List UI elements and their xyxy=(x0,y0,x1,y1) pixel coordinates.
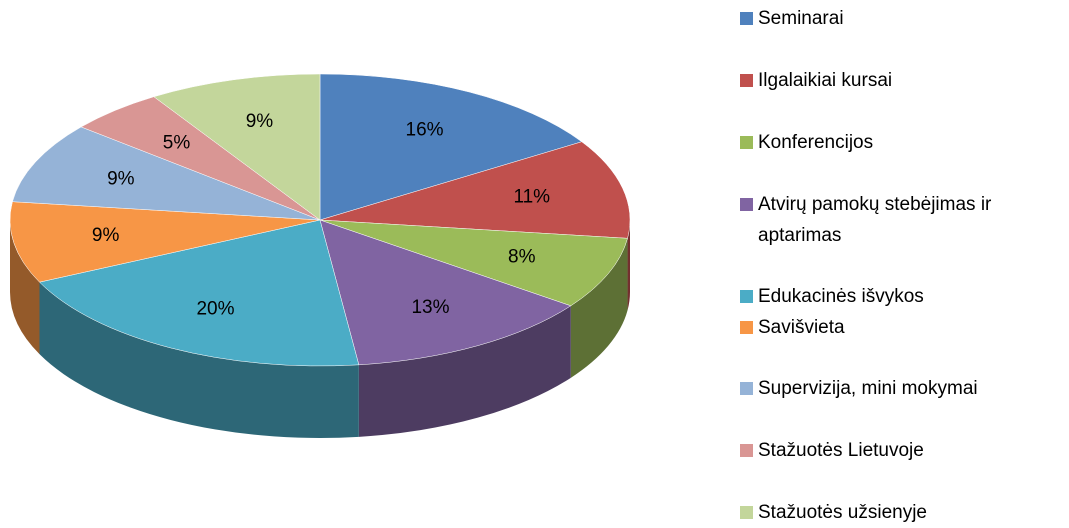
legend-label: Atvirų pamokų stebėjimas ir aptarimas xyxy=(758,194,992,246)
legend-swatch xyxy=(740,321,753,334)
legend-swatch xyxy=(740,506,753,519)
legend-label: Savišvieta xyxy=(758,317,845,338)
legend-entry: Ilgalaikiai kursai xyxy=(740,65,1040,96)
legend-swatch xyxy=(740,74,753,87)
legend-swatch xyxy=(740,290,753,303)
data-label: 9% xyxy=(107,168,135,189)
legend-entry: Seminarai xyxy=(740,3,1040,34)
slice-side xyxy=(39,282,359,438)
legend-swatch xyxy=(740,198,753,211)
legend-entry: Konferencijos xyxy=(740,127,1040,158)
slice xyxy=(319,73,583,221)
data-label: 5% xyxy=(163,132,191,153)
legend-swatch xyxy=(740,12,753,25)
legend-entry: Atvirų pamokų stebėjimas ir aptarimas xyxy=(740,189,1040,251)
data-label: 11% xyxy=(513,187,550,208)
chart: 16% 11% 8% 13% 20% 9% 9% 5% 9% xyxy=(9,73,631,438)
data-label: 16% xyxy=(406,119,444,140)
slice xyxy=(319,219,572,366)
legend-label: Edukacinės išvykos xyxy=(758,286,924,307)
slice xyxy=(319,219,628,307)
legend-entry: Savišvieta xyxy=(740,312,1040,343)
legend-entry: Edukacinės išvykos xyxy=(740,281,1040,312)
legend-label: Seminarai xyxy=(758,8,844,29)
slice xyxy=(39,219,360,367)
legend-label: Supervizija, mini mokymai xyxy=(758,378,978,399)
legend-swatch xyxy=(740,136,753,149)
slice-side xyxy=(358,305,571,437)
slice-side xyxy=(570,238,628,378)
legend-label: Stažuotės Lietuvoje xyxy=(758,440,924,461)
slice xyxy=(12,126,321,221)
data-label: 8% xyxy=(508,247,536,268)
legend-label: Konferencijos xyxy=(758,132,874,153)
legend-label: Stažuotės užsienyje xyxy=(758,502,927,523)
data-label: 9% xyxy=(92,225,120,246)
slice-side xyxy=(627,220,630,311)
data-label: 13% xyxy=(411,297,449,318)
data-label: 9% xyxy=(246,111,274,132)
legend-label: Ilgalaikiai kursai xyxy=(758,70,893,91)
slice xyxy=(319,141,631,239)
legend-entry: Supervizija, mini mokymai xyxy=(740,373,1040,404)
slice xyxy=(9,201,321,283)
slice xyxy=(153,73,321,221)
slice-side xyxy=(10,220,40,355)
data-label: 20% xyxy=(196,299,234,320)
legend-swatch xyxy=(740,382,753,395)
legend-swatch xyxy=(740,444,753,457)
legend-entry: Stažuotės Lietuvoje xyxy=(740,435,1040,466)
legend-entry: Stažuotės užsienyje xyxy=(740,497,1040,528)
